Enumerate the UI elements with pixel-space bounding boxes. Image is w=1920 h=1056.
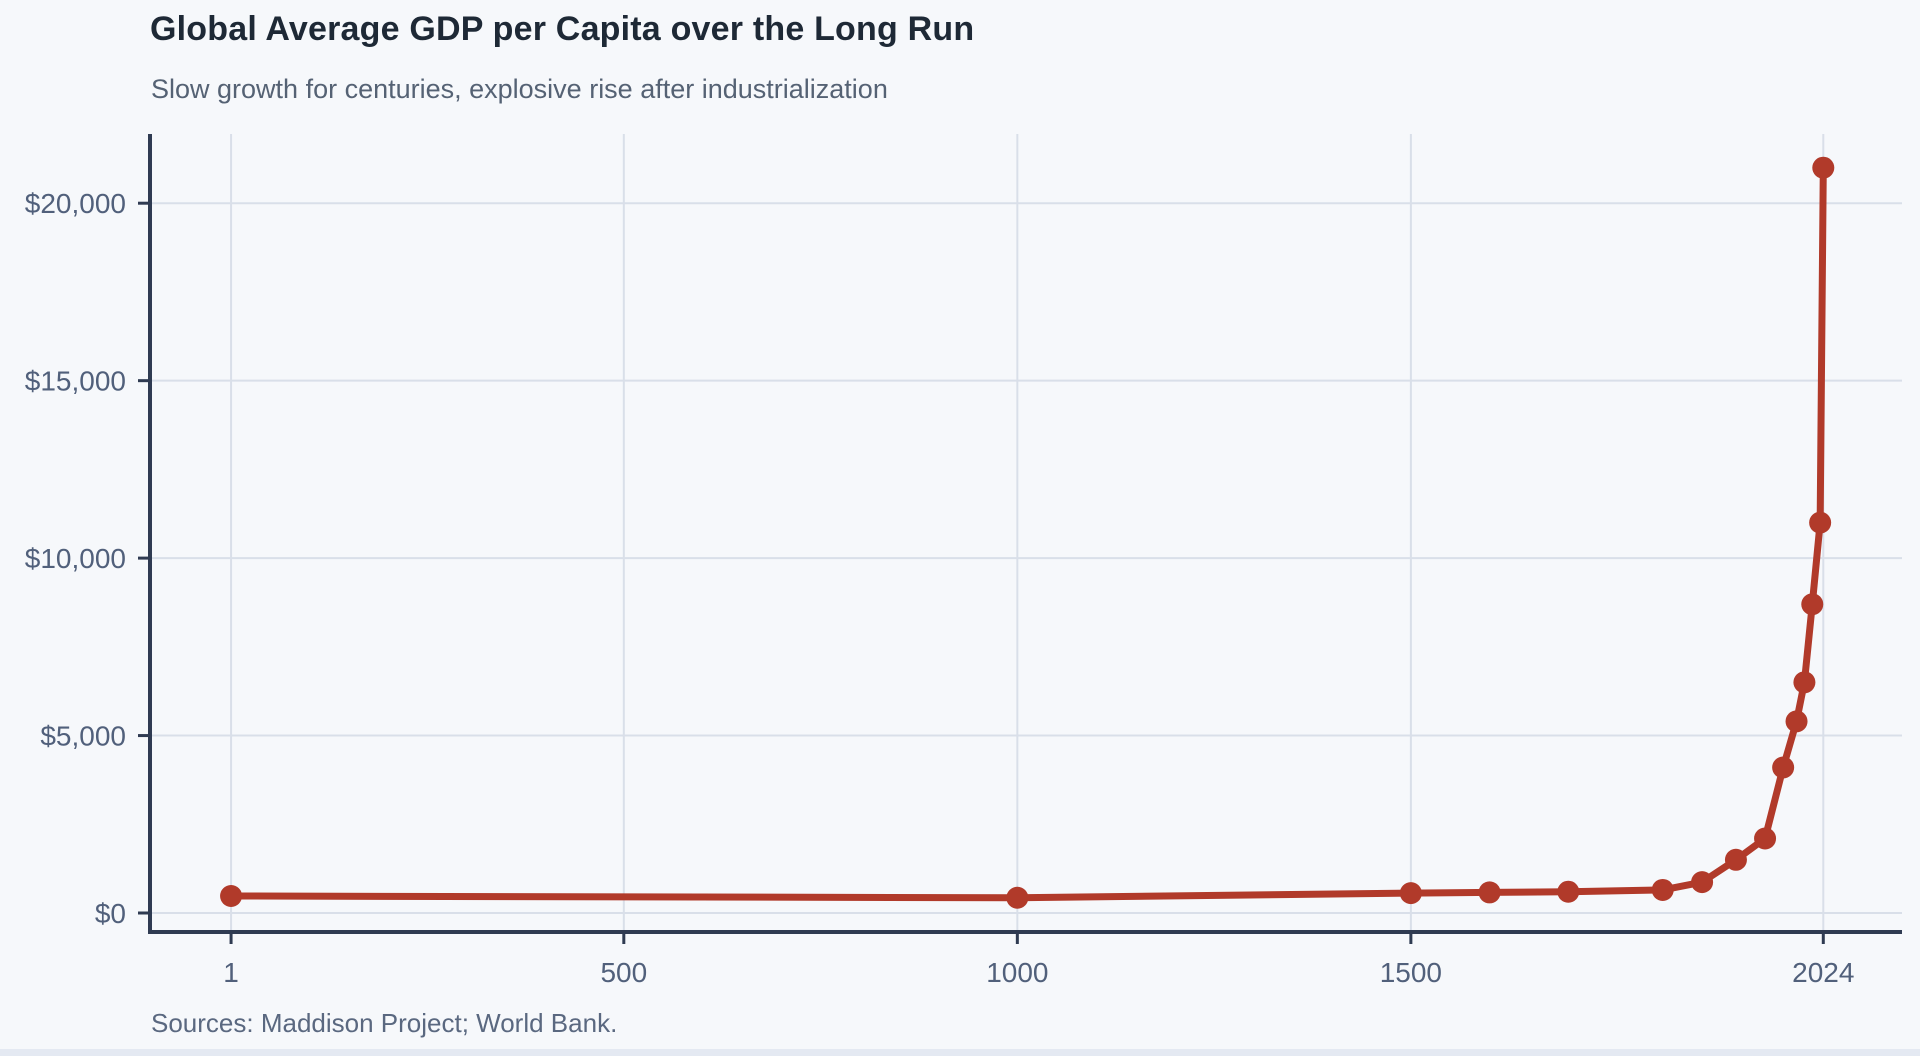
x-tick-label: 1500 [1380,957,1442,988]
data-point [220,884,243,907]
x-tick-label: 1 [223,957,239,988]
chart-subtitle: Slow growth for centuries, explosive ris… [151,74,888,104]
bottom-edge-strip [0,1049,1920,1056]
data-point [1809,511,1832,534]
data-point [1557,880,1580,903]
data-point [1772,756,1795,779]
source-note: Sources: Maddison Project; World Bank. [151,1008,618,1038]
data-point [1801,593,1824,616]
data-point [1724,848,1747,871]
data-point [1793,671,1816,694]
data-point [1651,878,1674,901]
data-point [1812,156,1835,179]
y-tick-label: $15,000 [25,366,126,397]
data-point [1006,886,1029,909]
data-point [1785,710,1808,733]
data-point [1754,827,1777,850]
data-point [1399,882,1422,905]
x-tick-label: 500 [600,957,647,988]
data-point [1691,871,1714,894]
data-point [1478,881,1501,904]
gdp-trend-line [227,164,1827,902]
x-tick-label: 1000 [986,957,1048,988]
chart-title: Global Average GDP per Capita over the L… [150,10,975,48]
y-tick-label: $10,000 [25,543,126,574]
y-tick-label: $0 [95,898,126,929]
y-tick-label: $5,000 [40,721,126,752]
y-tick-label: $20,000 [25,188,126,219]
x-tick-label: 2024 [1792,957,1854,988]
